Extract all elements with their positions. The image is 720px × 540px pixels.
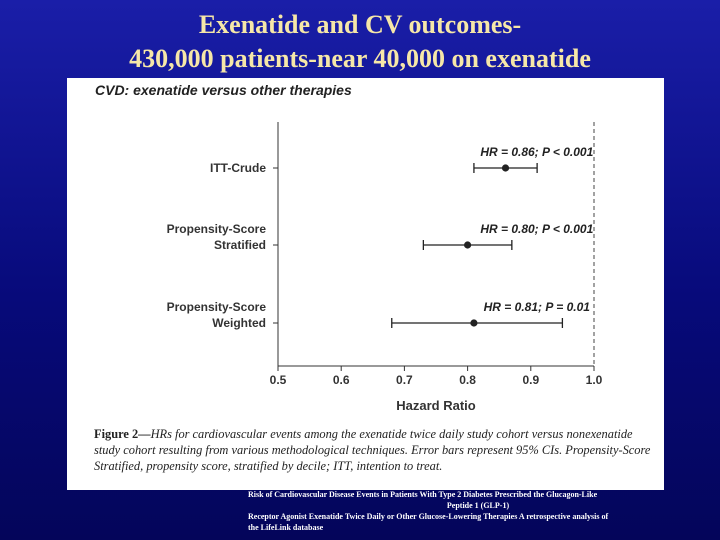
hr-annotation: HR = 0.86; P < 0.001 (480, 145, 593, 159)
row-label: Stratified (214, 238, 266, 252)
caption-label: Figure 2— (94, 427, 151, 441)
slide-title-line-1: Exenatide and CV outcomes- (198, 10, 522, 39)
row-label: Propensity-Score (167, 300, 267, 314)
chart-title: CVD: exenatide versus other therapies (95, 82, 352, 98)
source-line-4: the LifeLink database (248, 523, 324, 532)
x-tick-label: 0.5 (270, 373, 287, 387)
row-label: Propensity-Score (167, 222, 267, 236)
source-line-1: Risk of Cardiovascular Disease Events in… (248, 490, 598, 499)
x-tick-label: 0.8 (459, 373, 476, 387)
x-tick-label: 1.0 (586, 373, 603, 387)
source-line-3: Receptor Agonist Exenatide Twice Daily o… (248, 512, 609, 521)
hr-point (470, 319, 478, 327)
slide-title-line-2: 430,000 patients-near 40,000 on exenatid… (129, 44, 591, 73)
x-axis-label: Hazard Ratio (396, 398, 476, 413)
x-tick-label: 0.9 (522, 373, 539, 387)
x-tick-label: 0.7 (396, 373, 413, 387)
figure-panel: CVD: exenatide versus other therapies 0.… (67, 78, 664, 490)
slide-title: Exenatide and CV outcomes- 430,000 patie… (0, 8, 720, 76)
row-label: ITT-Crude (210, 161, 266, 175)
caption-text: HRs for cardiovascular events among the … (94, 427, 651, 473)
source-line-2: Peptide 1 (GLP-1) (446, 501, 510, 510)
forest-plot: 0.5 0.6 0.7 0.8 0.9 1.0 Hazard Ratio ITT-Crude H… (167, 122, 603, 413)
source-citation: Risk of Cardiovascular Disease Events in… (248, 489, 708, 533)
hr-annotation: HR = 0.80; P < 0.001 (480, 222, 593, 236)
x-tick-label: 0.6 (333, 373, 350, 387)
hr-annotation: HR = 0.81; P = 0.01 (484, 300, 591, 314)
hr-point (501, 164, 510, 172)
figure-caption: Figure 2—HRs for cardiovascular events a… (94, 426, 659, 474)
row-label: Weighted (212, 316, 266, 330)
hr-point (464, 241, 472, 249)
